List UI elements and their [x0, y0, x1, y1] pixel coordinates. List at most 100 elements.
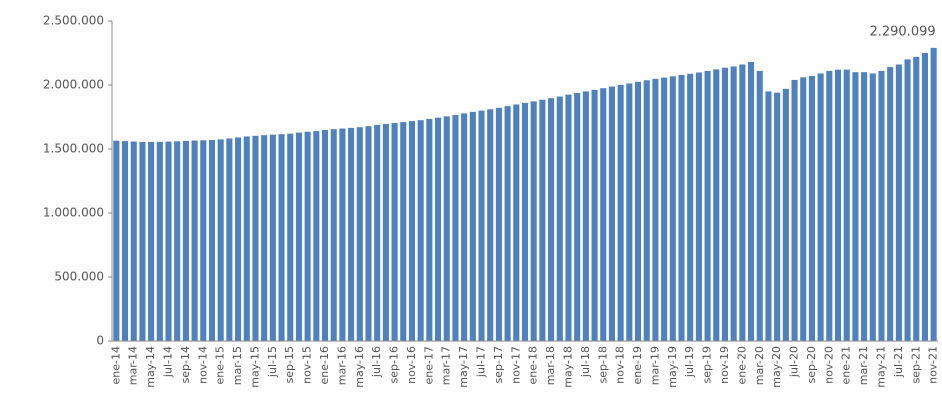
bar	[208, 140, 216, 341]
bar	[174, 141, 181, 341]
bar	[313, 131, 320, 341]
x-tick-label: may-16	[353, 346, 366, 388]
bar	[452, 115, 459, 341]
bar	[678, 75, 685, 342]
x-tick-label: may-17	[457, 346, 470, 388]
bar	[348, 127, 355, 341]
bar	[182, 140, 189, 341]
bar	[869, 73, 876, 341]
x-tick-label: ene-18	[527, 346, 540, 384]
bar	[591, 89, 598, 341]
y-tick-label: 1.000.000	[43, 206, 104, 220]
bar	[774, 92, 781, 342]
x-tick-label: jul-19	[683, 346, 696, 378]
x-tick-label: jul-16	[370, 346, 383, 378]
bar	[426, 118, 433, 341]
bar	[408, 121, 416, 341]
bar	[252, 135, 259, 341]
bar	[374, 124, 381, 341]
bar	[356, 127, 363, 342]
x-tick-label: sep-14	[179, 346, 192, 383]
bar	[487, 109, 494, 341]
bar	[626, 83, 633, 342]
y-tick-label: 1.500.000	[43, 142, 104, 156]
bar	[504, 106, 511, 342]
x-tick-label: may-21	[874, 346, 887, 388]
x-tick-label: mar-19	[648, 346, 661, 385]
x-tick-label: mar-21	[857, 346, 870, 385]
x-tick-label: nov-18	[614, 346, 627, 384]
bar	[765, 91, 772, 342]
bar	[165, 141, 172, 341]
bar	[304, 131, 311, 341]
bar	[556, 96, 563, 342]
x-tick-label: ene-15	[214, 346, 227, 384]
bar	[278, 134, 285, 341]
bar	[565, 94, 572, 341]
x-tick-label: mar-15	[231, 346, 244, 385]
bar	[826, 70, 833, 342]
y-tick-label: 0	[96, 334, 104, 348]
bar	[461, 113, 468, 341]
x-tick-label: nov-15	[301, 346, 314, 384]
bar	[582, 91, 589, 342]
bar	[861, 72, 868, 341]
bar	[435, 117, 442, 341]
x-tick-label: nov-21	[927, 346, 940, 384]
bar	[695, 72, 702, 342]
bar	[287, 133, 294, 341]
x-tick-label: may-14	[144, 346, 157, 388]
x-tick-label: jul-15	[266, 346, 279, 378]
bar	[513, 104, 520, 342]
x-tick-label: ene-17	[422, 346, 435, 384]
bar	[756, 70, 763, 342]
x-tick-label: jul-17	[475, 346, 488, 378]
x-tick-label: may-15	[248, 346, 261, 388]
bar	[148, 141, 155, 341]
bar	[661, 77, 668, 342]
bar	[400, 122, 407, 342]
y-tick-label: 2.500.000	[43, 14, 104, 28]
bar	[913, 56, 920, 342]
bar	[339, 128, 346, 341]
x-tick-label: ene-19	[631, 346, 644, 384]
x-tick-label: ene-16	[318, 346, 331, 384]
y-tick-label: 2.000.000	[43, 78, 104, 92]
bar	[817, 73, 824, 341]
x-tick-label: ene-21	[840, 346, 853, 384]
bar	[235, 137, 242, 341]
bar	[687, 73, 694, 342]
y-tick-label: 500.000	[54, 270, 104, 284]
bar	[887, 67, 894, 341]
x-tick-label: sep-18	[596, 346, 609, 383]
bar	[539, 99, 546, 341]
bar	[243, 136, 250, 341]
bar	[548, 98, 555, 342]
bar	[469, 111, 476, 341]
x-tick-label: sep-19	[701, 346, 714, 383]
x-tick-label: mar-18	[544, 346, 557, 385]
x-tick-label: may-19	[666, 346, 679, 388]
bar	[200, 140, 207, 341]
bar	[113, 140, 120, 341]
bar	[600, 88, 607, 341]
x-tick-label: nov-17	[509, 346, 522, 384]
x-tick-label: ene-14	[109, 346, 122, 384]
bar	[156, 141, 163, 341]
x-tick-label: sep-15	[283, 346, 296, 383]
bar	[669, 76, 676, 342]
bar	[895, 64, 902, 342]
bar	[643, 80, 650, 341]
bar	[800, 77, 807, 341]
x-tick-label: jul-21	[892, 346, 905, 378]
bar	[713, 69, 720, 341]
x-tick-label: mar-16	[335, 346, 348, 385]
bar	[382, 124, 389, 341]
bar	[878, 70, 885, 342]
x-tick-label: nov-14	[196, 346, 209, 384]
x-tick-label: sep-17	[492, 346, 505, 383]
bar	[852, 72, 859, 341]
bar	[261, 135, 268, 341]
bar	[739, 64, 746, 342]
